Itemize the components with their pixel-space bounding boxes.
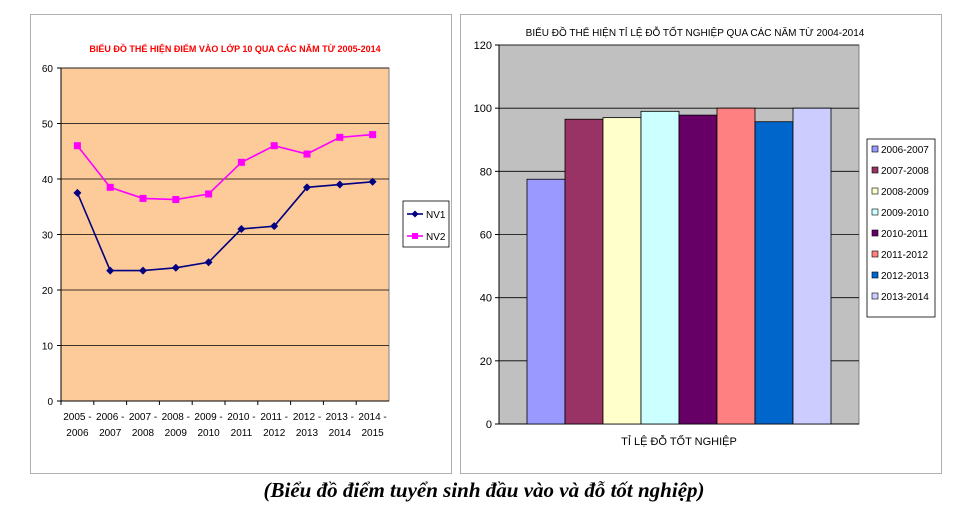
x-tick-label: 2008 xyxy=(132,428,155,439)
x-tick-label: 2011 - xyxy=(260,412,288,423)
legend-swatch xyxy=(871,166,879,174)
x-tick-label: 2013 xyxy=(296,428,319,439)
data-point xyxy=(205,190,213,198)
legend-box xyxy=(866,138,936,318)
data-point xyxy=(369,131,377,139)
line-chart: BIỂU ĐỒ THỂ HIỆN ĐIỂM VÀO LỚP 10 QUA CÁC… xyxy=(42,43,450,439)
data-point xyxy=(237,224,246,233)
legend-label: 2009-2010 xyxy=(881,208,929,219)
data-point xyxy=(336,133,344,141)
x-tick-label: 2010 xyxy=(197,428,220,439)
legend-marker xyxy=(411,210,419,218)
x-tick-label: 2006 xyxy=(66,428,89,439)
x-tick-label: 2012 xyxy=(263,428,286,439)
x-axis-label: TỈ LỆ ĐỖ TỐT NGHIỆP xyxy=(621,434,737,448)
legend: NV1 NV2 xyxy=(402,200,450,248)
series-line-nv2 xyxy=(76,133,373,201)
x-tick-label: 2014 xyxy=(329,428,352,439)
data-point xyxy=(106,183,114,191)
legend-box xyxy=(402,200,450,248)
x-tick-label: 2007 xyxy=(99,428,122,439)
figure-caption: (Biểu đồ điểm tuyển sinh đầu vào và đỗ t… xyxy=(263,478,705,502)
data-point xyxy=(303,150,311,158)
data-point xyxy=(139,194,147,202)
data-point xyxy=(106,266,115,275)
x-tick-label: 2009 - xyxy=(194,412,222,423)
legend-label: NV1 xyxy=(426,210,446,221)
chart-title: BIỂU ĐỒ THỂ HIỆN ĐIỂM VÀO LỚP 10 QUA CÁC… xyxy=(89,43,380,54)
y-tick-label: 80 xyxy=(480,166,492,178)
x-tick-label: 2015 xyxy=(361,428,384,439)
line-chart-panel: BIỂU ĐỒ THỂ HIỆN ĐIỂM VÀO LỚP 10 QUA CÁC… xyxy=(30,14,452,474)
legend-swatch xyxy=(871,145,879,153)
legend-swatch xyxy=(871,208,879,216)
data-point xyxy=(172,196,180,204)
data-point xyxy=(73,188,82,197)
y-tick-label: 40 xyxy=(480,293,492,305)
bar-chart-panel: BIỂU ĐỒ THỂ HIỆN TỈ LỆ ĐỖ TỐT NGHIỆP QUA… xyxy=(460,14,942,474)
bar-2011-2012 xyxy=(716,107,756,425)
legend-swatch xyxy=(871,271,879,279)
legend-label: 2012-2013 xyxy=(881,271,929,282)
data-point xyxy=(335,180,344,189)
legend-marker xyxy=(412,233,418,239)
data-point xyxy=(171,263,180,272)
legend-label: 2010-2011 xyxy=(881,229,929,240)
y-tick-label: 40 xyxy=(42,175,54,186)
y-tick-label: 60 xyxy=(480,230,492,242)
x-tick-label: 2005 - xyxy=(63,412,91,423)
legend-label: 2007-2008 xyxy=(881,166,929,177)
legend-label: NV2 xyxy=(426,232,446,243)
data-point xyxy=(237,158,245,166)
y-tick-label: 60 xyxy=(42,64,54,75)
bar-2013-2014 xyxy=(792,107,832,425)
series-line-nv1 xyxy=(76,180,373,272)
x-tick-label: 2011 xyxy=(231,428,253,439)
y-tick-label: 100 xyxy=(474,103,492,115)
bar-2010-2011 xyxy=(678,114,718,425)
y-tick-label: 0 xyxy=(486,419,492,431)
y-tick-label: 0 xyxy=(47,397,53,408)
bar-2006-2007 xyxy=(526,178,566,425)
x-tick-label: 2012 - xyxy=(293,412,321,423)
x-tick-label: 2007 - xyxy=(129,412,157,423)
y-tick-label: 30 xyxy=(42,231,54,242)
legend-label: 2011-2012 xyxy=(881,250,929,261)
legend-swatch xyxy=(871,187,879,195)
legend-label: 2013-2014 xyxy=(881,292,929,303)
legend: 2006-2007 2007-2008 2008-2009 2009-2010 2010… xyxy=(866,138,936,318)
chart-title: BIỂU ĐỒ THỂ HIỆN TỈ LỆ ĐỖ TỐT NGHIỆP QUA… xyxy=(526,25,865,39)
data-point xyxy=(204,258,213,267)
data-point xyxy=(270,222,279,231)
legend-label: 2008-2009 xyxy=(881,187,929,198)
x-tick-label: 2010 - xyxy=(227,412,255,423)
y-tick-label: 20 xyxy=(480,356,492,368)
x-tick-label: 2006 - xyxy=(96,412,124,423)
data-point xyxy=(270,142,278,150)
bar-2008-2009 xyxy=(602,117,642,425)
y-tick-label: 120 xyxy=(474,40,492,52)
legend-swatch xyxy=(871,229,879,237)
y-tick-label: 10 xyxy=(42,342,54,353)
bar-2012-2013 xyxy=(754,121,794,425)
data-point xyxy=(303,183,311,192)
y-tick-label: 20 xyxy=(42,286,54,297)
data-point xyxy=(139,266,147,275)
y-tick-label: 50 xyxy=(42,120,54,131)
bar-chart: BIỂU ĐỒ THỂ HIỆN TỈ LỆ ĐỖ TỐT NGHIỆP QUA… xyxy=(474,25,936,448)
data-point xyxy=(73,142,81,150)
legend-label: 2006-2007 xyxy=(881,145,929,156)
legend-swatch xyxy=(871,250,879,258)
x-tick-label: 2013 - xyxy=(326,412,354,423)
x-tick-label: 2014 - xyxy=(358,412,386,423)
bar-2007-2008 xyxy=(564,118,604,425)
legend-swatch xyxy=(871,292,879,300)
bar-2009-2010 xyxy=(640,110,680,425)
x-tick-label: 2009 xyxy=(165,428,188,439)
x-tick-label: 2008 - xyxy=(162,412,190,423)
data-point xyxy=(368,177,377,186)
